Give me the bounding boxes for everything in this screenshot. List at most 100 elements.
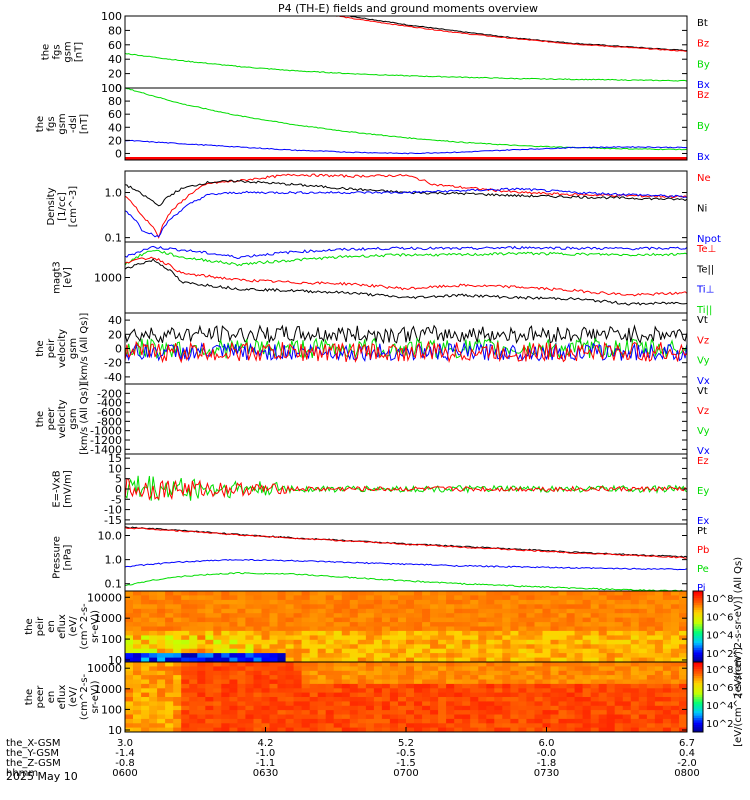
heatmap-cell xyxy=(446,626,455,632)
heatmap-cell xyxy=(349,670,359,676)
y-tick-label: -800 xyxy=(97,415,122,428)
heatmap-cell xyxy=(317,688,327,694)
heatmap-cell xyxy=(317,679,327,685)
heatmap-cell xyxy=(253,714,263,720)
heatmap-cell xyxy=(197,617,206,623)
heatmap-cell xyxy=(389,635,399,641)
heatmap-cell xyxy=(430,701,439,707)
heatmap-cell xyxy=(381,727,391,732)
heatmap-cell xyxy=(518,679,527,685)
heatmap-cell xyxy=(510,688,519,694)
heatmap-cell xyxy=(446,662,455,667)
heatmap-cell xyxy=(494,591,503,596)
heatmap-cell xyxy=(221,723,230,729)
heatmap-cell xyxy=(654,613,664,619)
heatmap-cell xyxy=(422,599,431,605)
heatmap-cell xyxy=(141,710,150,716)
heatmap-cell xyxy=(261,666,271,672)
heatmap-cell xyxy=(502,622,511,628)
heatmap-cell xyxy=(614,710,624,716)
heatmap-cell xyxy=(414,679,423,685)
heatmap-cell xyxy=(606,613,616,619)
heatmap-cell xyxy=(325,644,335,650)
heatmap-cell xyxy=(486,635,495,641)
heatmap-cell xyxy=(165,595,174,601)
heatmap-cell xyxy=(221,604,230,610)
series-group-peir_velocity xyxy=(125,324,687,364)
heatmap-cell xyxy=(237,705,246,711)
heatmap-cell xyxy=(446,635,455,641)
heatmap-cell xyxy=(381,604,391,610)
heatmap-cell xyxy=(670,622,680,628)
heatmap-cell xyxy=(470,723,479,729)
heatmap-cell xyxy=(253,662,263,667)
heatmap-peir_eflux xyxy=(125,591,687,662)
heatmap-cell xyxy=(478,622,487,628)
heatmap-cell xyxy=(141,657,150,662)
heatmap-cell xyxy=(422,714,431,720)
heatmap-cell xyxy=(558,662,568,667)
heatmap-cell xyxy=(446,657,455,662)
heatmap-cell xyxy=(317,670,327,676)
heatmap-cell xyxy=(221,617,230,623)
heatmap-cell xyxy=(534,723,544,729)
heatmap-cell xyxy=(237,718,246,724)
heatmap-cell xyxy=(277,727,287,732)
heatmap-cell xyxy=(373,595,383,601)
heatmap-cell xyxy=(189,599,198,605)
heatmap-cell xyxy=(518,692,527,698)
heatmap-cell xyxy=(630,635,640,641)
heatmap-cell xyxy=(662,617,672,623)
heatmap-cell xyxy=(662,666,672,672)
heatmap-cell xyxy=(205,613,214,619)
x-tick-value: 3.0 xyxy=(117,738,133,749)
heatmap-cell xyxy=(317,675,327,681)
heatmap-cell xyxy=(389,675,399,681)
heatmap-cell xyxy=(438,622,447,628)
heatmap-cell xyxy=(478,644,487,650)
heatmap-cell xyxy=(293,714,303,720)
heatmap-cell xyxy=(510,613,519,619)
heatmap-cell xyxy=(454,688,463,694)
heatmap-cell xyxy=(309,662,319,667)
heatmap-cell xyxy=(478,718,487,724)
heatmap-cell xyxy=(598,718,608,724)
heatmap-cell xyxy=(654,697,664,702)
heatmap-cell xyxy=(670,718,680,724)
heatmap-cell xyxy=(149,617,158,623)
heatmap-cell xyxy=(526,727,535,732)
heatmap-cell xyxy=(614,705,624,711)
heatmap-cell xyxy=(582,595,592,601)
heatmap-cell xyxy=(237,657,246,662)
colorbar-label: [eV/(cm^2-s-sr-eV)] xyxy=(733,647,744,747)
heatmap-cell xyxy=(566,723,576,729)
heatmap-cell xyxy=(197,644,206,650)
heatmap-cell xyxy=(237,617,246,623)
y-axis-label: Pressure xyxy=(52,536,63,579)
heatmap-cell xyxy=(149,608,158,614)
heatmap-cell xyxy=(269,653,279,659)
panel-frame xyxy=(124,241,688,314)
heatmap-cell xyxy=(141,670,150,676)
heatmap-cell xyxy=(285,635,295,641)
heatmap-cell xyxy=(550,617,560,623)
heatmap-cell xyxy=(446,604,455,610)
y-axis-label: the xyxy=(41,44,52,60)
heatmap-cell xyxy=(213,723,222,729)
heatmap-cell xyxy=(333,626,343,632)
heatmap-cell xyxy=(454,644,463,650)
heatmap-cell xyxy=(526,604,535,610)
heatmap-cell xyxy=(582,718,592,724)
heatmap-cell xyxy=(598,675,608,681)
heatmap-cell xyxy=(526,688,535,694)
heatmap-cell xyxy=(349,679,359,685)
heatmap-cell xyxy=(478,697,487,702)
heatmap-cell xyxy=(534,595,544,601)
heatmap-cell xyxy=(438,710,447,716)
heatmap-cell xyxy=(221,697,230,702)
heatmap-cell xyxy=(357,723,367,729)
colorbar-cell xyxy=(693,645,703,649)
heatmap-cell xyxy=(373,662,383,667)
heatmap-cell xyxy=(197,595,206,601)
heatmap-cell xyxy=(542,683,552,689)
